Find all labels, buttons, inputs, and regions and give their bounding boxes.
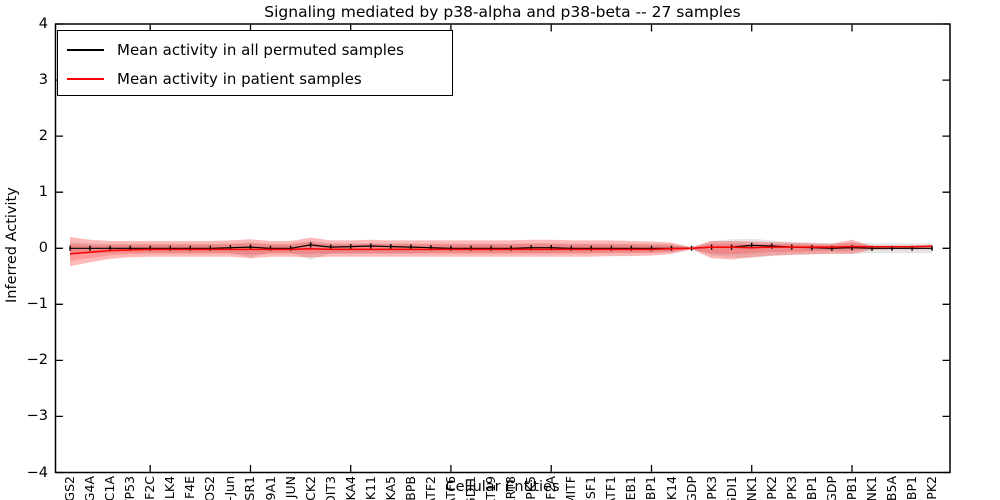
- x-tick-label: RAB5/GDP: [824, 476, 840, 500]
- x-tick-label: ATF6: [442, 476, 458, 500]
- x-tick-label: HSPB1: [843, 476, 859, 500]
- x-tick-label: MAPKAPK2: [924, 476, 940, 500]
- x-tick-label: CEBPB: [402, 476, 418, 500]
- x-tick-label: RAB5A: [884, 476, 900, 500]
- x-tick-label: HBP1: [904, 476, 920, 500]
- x-tick-label: p38alpha-beta/HBP1: [804, 476, 820, 500]
- y-tick-label: 1: [38, 184, 48, 201]
- y-tick-label: 3: [38, 72, 48, 89]
- x-tick-label: MAPKAPK3: [784, 476, 800, 500]
- x-tick-label: KRT8: [503, 476, 519, 500]
- x-tick-label: MEF2A: [543, 476, 559, 500]
- x-tick-label: MEF2C: [142, 476, 158, 500]
- x-tick-label: RPS6KA4: [343, 476, 359, 500]
- x-tick-label: ESR1: [242, 476, 258, 500]
- x-tick-label: MAPKAPK5: [523, 476, 539, 500]
- y-tick-label: −1: [26, 296, 48, 313]
- x-tick-label: p38alpha-beta/MAPKAPK3: [704, 476, 720, 500]
- x-tick-label: p38alpha-beta/MNK1: [744, 476, 760, 500]
- legend-entry: Mean activity in all permuted samples: [67, 35, 452, 64]
- legend-line-permuted-icon: [67, 48, 104, 51]
- chart-title: Signaling mediated by p38-alpha and p38-…: [264, 3, 741, 21]
- x-tick-label: NOS2: [202, 476, 218, 500]
- y-tick-label: −2: [26, 352, 48, 369]
- x-tick-label: ATF1: [603, 476, 619, 500]
- legend-label: Mean activity in all permuted samples: [117, 40, 404, 59]
- x-tick-label: PLA2G4A: [82, 476, 98, 500]
- y-tick-label: 4: [38, 16, 48, 32]
- y-tick-label: 0: [38, 240, 48, 257]
- x-tick-label: EIF4EBP1: [643, 476, 659, 500]
- y-tick-label: −4: [26, 464, 48, 481]
- x-axis-label: Cellular Entities: [445, 479, 560, 495]
- x-tick-label: ELK4: [162, 476, 178, 500]
- x-tick-label: ATF2: [422, 476, 438, 500]
- x-tick-label: GDI1: [463, 476, 478, 500]
- x-tick-label: PTGS2: [62, 476, 77, 500]
- x-tick-label: USF1: [583, 476, 599, 500]
- x-tick-label: TP53: [122, 476, 138, 500]
- x-tick-label: PPARGC1A: [102, 476, 118, 500]
- x-tick-label: EIF4E: [182, 476, 198, 500]
- x-tick-label: p38alpha-beta/CK2: [303, 476, 319, 500]
- x-tick-label: JUN: [282, 476, 298, 499]
- x-tick-label: DDIT3: [322, 476, 338, 500]
- y-tick-label: −3: [26, 408, 48, 425]
- x-tick-label: mol:GDP: [684, 476, 700, 500]
- x-tick-label: CREB1: [623, 476, 639, 500]
- x-tick-label: RPS6KA5: [383, 476, 399, 500]
- x-tick-label: SLC9A1: [263, 476, 279, 500]
- x-tick-label: p38alpha-beta/MAPKAPK2: [764, 476, 780, 500]
- x-tick-label: MKNK1: [864, 476, 879, 500]
- x-tick-label: MAPK14: [664, 476, 680, 500]
- x-tick-label: ATF2/c-Jun: [222, 476, 238, 500]
- legend-entry: Mean activity in patient samples: [67, 64, 452, 93]
- legend: Mean activity in all permuted samples Me…: [57, 30, 453, 96]
- x-tick-label: MAPK11: [363, 476, 379, 500]
- x-tick-label: RAB5/GDP/GDI1: [724, 476, 740, 500]
- y-tick-label: 2: [38, 128, 48, 145]
- x-tick-label: MITF: [563, 476, 579, 500]
- legend-label: Mean activity in patient samples: [117, 69, 362, 88]
- x-tick-label: KRT19: [483, 476, 499, 500]
- legend-line-patient-icon: [67, 77, 104, 80]
